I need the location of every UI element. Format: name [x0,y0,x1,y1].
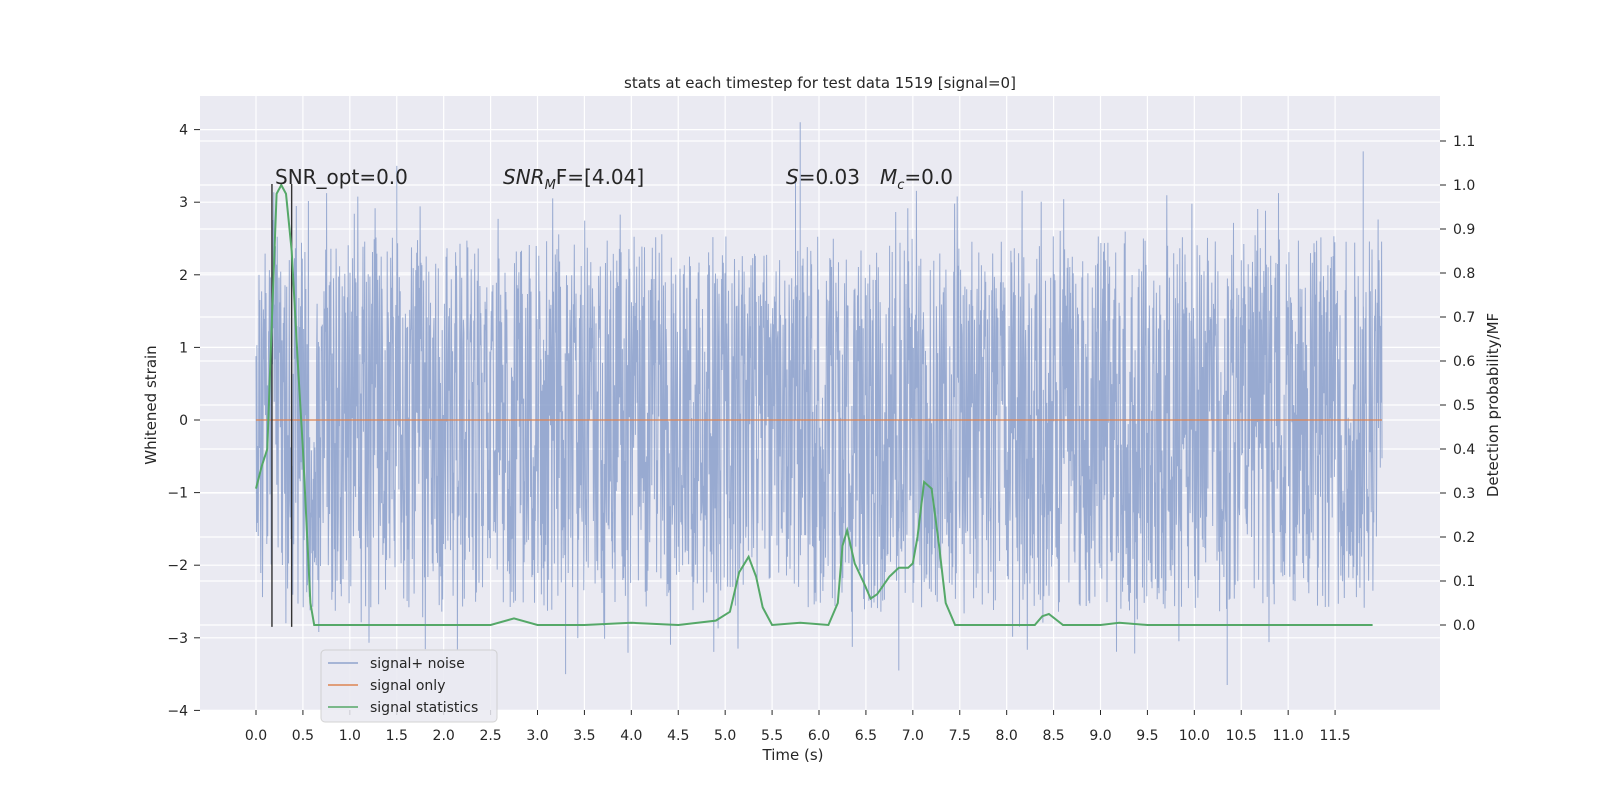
mc-sub: c [897,178,904,193]
x-tick-label: 0.5 [292,728,314,744]
chart-title: stats at each timestep for test data 151… [624,74,1016,92]
s-rest: =0.03 [799,165,860,189]
x-tick-label: 5.0 [714,728,736,744]
x-tick-label: 7.0 [902,728,924,744]
x-tick-label: 3.5 [573,728,595,744]
y-right-tick-label: 0.2 [1453,530,1475,546]
x-tick-label: 10.5 [1226,728,1257,744]
y-tick-label: 4 [179,123,188,139]
snr-mf-rest: F=[4.04] [556,165,644,189]
y-right-tick-label: 1.1 [1453,134,1475,150]
x-tick-label: 10.0 [1179,728,1210,744]
x-tick-label: 2.0 [433,728,455,744]
x-tick-label: 9.0 [1089,728,1111,744]
legend-label-signal-only: signal only [370,678,445,694]
y-right-tick-label: 0.6 [1453,354,1475,370]
y-tick-label: 3 [179,195,188,211]
mc-main: M [880,165,897,189]
legend-box [320,649,498,723]
y-tick-labels: 4 3 2 1 0 −1 −2 −3 −4 [167,123,200,719]
y-right-tick-label: 0.8 [1453,266,1475,282]
x-tick-label: 4.5 [667,728,689,744]
y-tick-label: −2 [167,558,188,574]
legend-label-statistics: signal statistics [370,700,478,716]
y-right-tick-label: 0.3 [1453,486,1475,502]
snr-mf-main: SNR [503,165,545,189]
x-tick-label: 11.5 [1319,728,1350,744]
y-right-tick-label: 0.4 [1453,442,1475,458]
signal-statistics-line [255,182,1373,627]
legend: signal+ noise signal only signal statist… [320,649,498,723]
x-tick-label: 4.0 [620,728,642,744]
y-right-tick-labels: 1.1 1.0 0.9 0.8 0.7 0.6 0.5 0.4 0.3 0.2 0.1 0.0 [1440,134,1475,634]
x-tick-label: 8.0 [996,728,1018,744]
x-tick-label: 5.5 [761,728,783,744]
x-tick-label: 1.0 [339,728,361,744]
y-right-tick-label: 1.0 [1453,178,1475,194]
legend-label-noise: signal+ noise [370,656,465,672]
snr-mf-annotation: SNRMF=[4.04] [503,165,644,193]
snr-mf-sub: M [545,178,556,193]
y-right-axis-label: Detection probability/MF [1484,313,1502,497]
s-annotation: S=0.03 [786,165,860,189]
y-right-tick-label: 0.1 [1453,574,1475,590]
mc-rest: =0.0 [904,165,953,189]
signal-noise-series [255,122,1383,685]
x-axis-label: Time (s) [762,746,824,764]
y-right-tick-label: 0.7 [1453,310,1475,326]
y-tick-label: 2 [179,268,188,284]
y-tick-label: −4 [167,703,188,719]
x-tick-label: 3.0 [526,728,548,744]
x-tick-label: 6.0 [808,728,830,744]
x-tick-label: 2.5 [479,728,501,744]
y-right-tick-label: 0.9 [1453,222,1475,238]
mc-annotation: Mc=0.0 [880,165,953,193]
x-tick-label: 7.5 [949,728,971,744]
y-right-tick-label: 0.5 [1453,398,1475,414]
x-tick-label: 0.0 [245,728,267,744]
x-tick-label: 8.5 [1042,728,1064,744]
x-tick-label: 9.5 [1136,728,1158,744]
x-tick-label: 11.0 [1273,728,1304,744]
y-axis-label: Whitened strain [142,345,160,464]
x-tick-labels: 0.0 0.5 1.0 1.5 2.0 2.5 3.0 3.5 4.0 4.5 5.0 5.5 6.0 6… [245,710,1351,744]
x-tick-label: 1.5 [386,728,408,744]
snr-opt-annotation: SNR_opt=0.0 [275,165,408,189]
y-tick-label: −3 [167,631,188,647]
x-tick-label: 6.5 [855,728,877,744]
signal-noise-trace [255,122,1383,685]
y-tick-label: −1 [167,486,188,502]
y-tick-label: 0 [179,413,188,429]
y-tick-label: 1 [179,340,188,356]
s-main: S [786,165,799,189]
y-right-tick-label: 0.0 [1453,618,1475,634]
